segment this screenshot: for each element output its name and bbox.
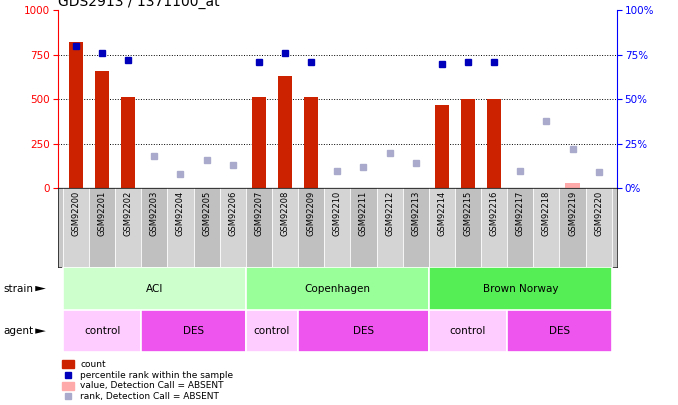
Bar (376, 188, 403, 267)
Bar (68, 42, 83, 188)
Text: strain: strain (3, 284, 33, 294)
Text: GSM92217: GSM92217 (516, 191, 525, 236)
Text: ACI: ACI (146, 284, 163, 294)
Text: control: control (450, 326, 486, 336)
Text: percentile rank within the sample: percentile rank within the sample (80, 371, 233, 379)
Bar (220, 188, 246, 267)
Text: GSM92209: GSM92209 (306, 191, 316, 236)
Bar (435, 104, 449, 188)
Text: Copenhagen: Copenhagen (304, 284, 370, 294)
Text: GSM92205: GSM92205 (202, 191, 211, 236)
Text: GSM92210: GSM92210 (333, 191, 342, 236)
Bar (62, 360, 74, 369)
Bar (324, 188, 351, 267)
Bar (559, 188, 586, 267)
Bar (121, 98, 136, 188)
Text: Brown Norway: Brown Norway (483, 284, 558, 294)
Bar (246, 267, 428, 310)
Text: value, Detection Call = ABSENT: value, Detection Call = ABSENT (80, 381, 224, 390)
Text: GSM92214: GSM92214 (437, 191, 446, 236)
Bar (252, 98, 266, 188)
Bar (565, 183, 580, 188)
Bar (428, 188, 455, 267)
Text: GSM92211: GSM92211 (359, 191, 368, 236)
Text: GSM92216: GSM92216 (490, 191, 498, 236)
Text: GSM92215: GSM92215 (464, 191, 473, 236)
Bar (272, 188, 298, 267)
Bar (298, 188, 324, 267)
Bar (507, 188, 534, 267)
Bar (63, 188, 89, 267)
Bar (63, 310, 141, 352)
Text: count: count (80, 360, 106, 369)
Text: GSM92204: GSM92204 (176, 191, 185, 236)
Text: GSM92212: GSM92212 (385, 191, 394, 236)
Bar (481, 188, 507, 267)
Text: GDS2913 / 1371100_at: GDS2913 / 1371100_at (58, 0, 219, 9)
Text: agent: agent (3, 326, 33, 336)
Text: GSM92202: GSM92202 (123, 191, 133, 236)
Bar (89, 188, 115, 267)
Text: GSM92219: GSM92219 (568, 191, 577, 236)
Text: GSM92218: GSM92218 (542, 191, 551, 236)
Bar (141, 188, 167, 267)
Text: GSM92203: GSM92203 (150, 191, 159, 236)
Text: GSM92220: GSM92220 (594, 191, 603, 236)
Text: GSM92207: GSM92207 (254, 191, 263, 236)
Text: DES: DES (549, 326, 570, 336)
Bar (461, 99, 475, 188)
Bar (141, 310, 246, 352)
Text: control: control (254, 326, 290, 336)
Bar (246, 310, 298, 352)
Text: DES: DES (353, 326, 374, 336)
Text: GSM92200: GSM92200 (71, 191, 81, 236)
Bar (304, 98, 319, 188)
Text: control: control (84, 326, 120, 336)
Bar (95, 71, 109, 188)
Bar (193, 188, 220, 267)
Bar (167, 188, 193, 267)
Text: DES: DES (183, 326, 204, 336)
Bar (487, 99, 501, 188)
Text: GSM92206: GSM92206 (228, 191, 237, 236)
Text: GSM92201: GSM92201 (98, 191, 106, 236)
Text: GSM92213: GSM92213 (412, 191, 420, 236)
Bar (298, 310, 428, 352)
Text: rank, Detection Call = ABSENT: rank, Detection Call = ABSENT (80, 392, 219, 401)
Bar (428, 310, 507, 352)
Bar (534, 188, 559, 267)
Bar (115, 188, 141, 267)
Bar (351, 188, 376, 267)
Bar (63, 267, 246, 310)
Bar (246, 188, 272, 267)
Bar (62, 382, 74, 390)
Bar (507, 310, 612, 352)
Bar (455, 188, 481, 267)
Bar (278, 76, 292, 188)
Bar (428, 267, 612, 310)
Bar (403, 188, 428, 267)
Bar (586, 188, 612, 267)
Text: GSM92208: GSM92208 (281, 191, 290, 236)
